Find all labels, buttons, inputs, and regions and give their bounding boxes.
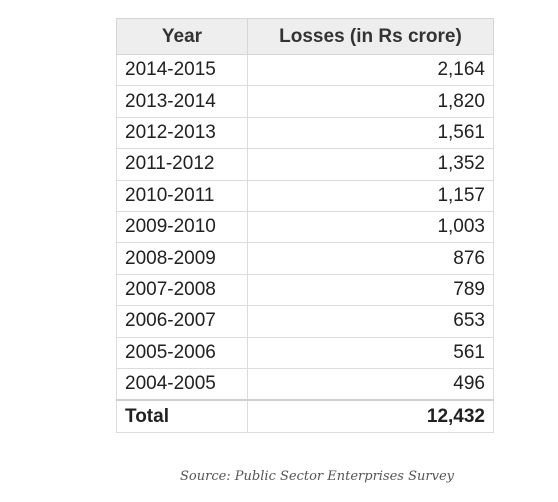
losses-table: Year Losses (in Rs crore) 2014-2015 2,16… xyxy=(116,18,494,434)
table-row: 2011-2012 1,352 xyxy=(116,148,494,181)
table-row: 2013-2014 1,820 xyxy=(116,85,494,118)
table-row: 2008-2009 876 xyxy=(116,242,494,275)
table-row: 2005-2006 561 xyxy=(116,336,494,369)
table-row: 2007-2008 789 xyxy=(116,273,494,307)
table-row: 2009-2010 1,003 xyxy=(116,210,494,244)
year-cell: 2014-2015 xyxy=(116,53,248,87)
loss-cell: 496 xyxy=(247,367,494,401)
year-cell: 2005-2006 xyxy=(116,336,248,369)
table-row: 2010-2011 1,157 xyxy=(116,179,494,212)
table-header-row: Year Losses (in Rs crore) xyxy=(116,18,494,55)
loss-cell: 876 xyxy=(247,242,494,275)
loss-cell: 1,820 xyxy=(247,85,494,118)
year-cell: 2010-2011 xyxy=(116,179,248,212)
table-row: 2014-2015 2,164 xyxy=(116,53,494,87)
header-losses: Losses (in Rs crore) xyxy=(247,18,494,55)
loss-cell: 1,003 xyxy=(247,210,494,244)
loss-cell: 1,561 xyxy=(247,116,494,150)
table-row: 2004-2005 496 xyxy=(116,367,494,401)
year-cell: 2013-2014 xyxy=(116,85,248,118)
total-label: Total xyxy=(116,398,248,434)
source-caption: Source: Public Sector Enterprises Survey xyxy=(180,469,454,484)
header-year: Year xyxy=(116,18,248,55)
table-row: 2012-2013 1,561 xyxy=(116,116,494,150)
year-cell: 2008-2009 xyxy=(116,242,248,275)
loss-cell: 561 xyxy=(247,336,494,369)
year-cell: 2004-2005 xyxy=(116,367,248,401)
year-cell: 2011-2012 xyxy=(116,148,248,181)
year-cell: 2007-2008 xyxy=(116,273,248,307)
loss-cell: 789 xyxy=(247,273,494,307)
loss-cell: 2,164 xyxy=(247,53,494,87)
year-cell: 2006-2007 xyxy=(116,305,248,338)
year-cell: 2012-2013 xyxy=(116,116,248,150)
total-value: 12,432 xyxy=(247,398,494,434)
total-row: Total 12,432 xyxy=(116,398,494,434)
loss-cell: 1,352 xyxy=(247,148,494,181)
table-row: 2006-2007 653 xyxy=(116,305,494,338)
losses-table-container: Year Losses (in Rs crore) 2014-2015 2,16… xyxy=(116,18,494,434)
loss-cell: 1,157 xyxy=(247,179,494,212)
year-cell: 2009-2010 xyxy=(116,210,248,244)
loss-cell: 653 xyxy=(247,305,494,338)
